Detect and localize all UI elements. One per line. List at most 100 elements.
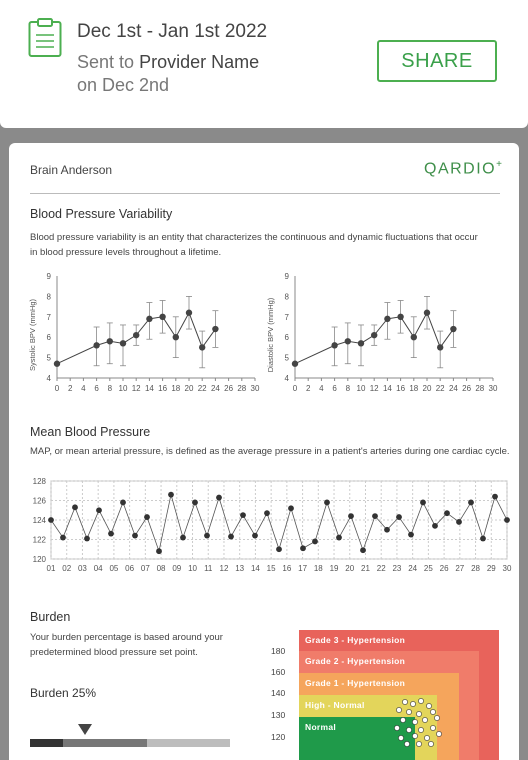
y-axis-label: Systolic BPV (mmHg) bbox=[28, 298, 37, 371]
data-point bbox=[437, 344, 444, 351]
x-tick-label: 03 bbox=[78, 564, 87, 573]
data-point bbox=[180, 534, 186, 541]
y-tick-label: 9 bbox=[47, 272, 52, 281]
data-point bbox=[324, 499, 330, 506]
x-tick-label: 26 bbox=[440, 564, 449, 573]
data-point bbox=[144, 514, 150, 520]
data-point bbox=[444, 510, 450, 517]
burden-desc-line1: Your burden percentage is based around y… bbox=[30, 632, 223, 643]
burden-zone: Normal bbox=[299, 717, 415, 760]
data-point bbox=[372, 513, 378, 519]
x-tick-label: 12 bbox=[220, 564, 229, 573]
x-tick-label: 26 bbox=[224, 384, 233, 393]
x-tick-label: 20 bbox=[423, 384, 432, 393]
x-tick-label: 18 bbox=[409, 384, 418, 393]
share-button[interactable]: SHARE bbox=[377, 40, 497, 82]
x-tick-label: 22 bbox=[198, 384, 207, 393]
burden-marker-icon bbox=[78, 724, 92, 735]
y-tick-label: 8 bbox=[285, 292, 290, 301]
x-tick-label: 28 bbox=[475, 384, 484, 393]
x-tick-label: 14 bbox=[251, 564, 260, 573]
data-point bbox=[48, 517, 54, 523]
x-tick-label: 26 bbox=[462, 384, 471, 393]
data-point bbox=[312, 538, 318, 545]
data-point bbox=[84, 535, 90, 542]
burden-dot bbox=[416, 741, 422, 747]
x-tick-label: 28 bbox=[237, 384, 246, 393]
data-point bbox=[192, 499, 198, 506]
sent-info: Sent to Provider Name on Dec 2nd bbox=[77, 51, 259, 97]
x-tick-label: 24 bbox=[211, 384, 220, 393]
y-axis-label: Diastolic BPV (mmHg) bbox=[266, 297, 275, 372]
y-tick-label: 8 bbox=[47, 292, 52, 301]
burden-dot bbox=[436, 731, 442, 737]
data-point bbox=[344, 338, 351, 345]
x-tick-label: 17 bbox=[298, 564, 307, 573]
y-tick-label: 120 bbox=[33, 555, 47, 564]
x-tick-label: 0 bbox=[293, 384, 298, 393]
burden-dot bbox=[430, 709, 436, 715]
clipboard-icon bbox=[28, 18, 62, 57]
data-point bbox=[300, 545, 306, 552]
logo-mark: + bbox=[496, 159, 504, 170]
x-tick-label: 8 bbox=[346, 384, 351, 393]
date-range: Dec 1st - Jan 1st 2022 bbox=[77, 21, 268, 42]
x-tick-label: 24 bbox=[408, 564, 417, 573]
burden-dot bbox=[430, 725, 436, 731]
qardio-logo: QARDIO+ bbox=[424, 159, 503, 178]
data-point bbox=[410, 334, 417, 341]
data-point bbox=[357, 340, 365, 347]
y-tick-label: 9 bbox=[285, 272, 290, 281]
x-tick-label: 24 bbox=[449, 384, 458, 393]
burden-y-tick: 140 bbox=[271, 688, 286, 698]
data-point bbox=[384, 526, 390, 533]
y-tick-label: 5 bbox=[285, 354, 290, 363]
burden-bar-dark bbox=[30, 739, 63, 747]
data-point bbox=[371, 331, 378, 339]
y-tick-label: 126 bbox=[33, 497, 47, 506]
provider-name: Provider Name bbox=[139, 52, 260, 72]
burden-bar bbox=[30, 739, 230, 747]
x-tick-label: 16 bbox=[282, 564, 291, 573]
x-tick-label: 18 bbox=[314, 564, 323, 573]
data-point bbox=[408, 531, 414, 538]
x-tick-label: 10 bbox=[357, 384, 366, 393]
data-point bbox=[106, 338, 114, 345]
x-tick-label: 30 bbox=[489, 384, 498, 393]
burden-scatter bbox=[394, 698, 442, 747]
data-point bbox=[93, 342, 100, 349]
burden-bar-mid bbox=[63, 739, 147, 747]
burden-dot bbox=[422, 717, 428, 723]
data-point bbox=[396, 514, 402, 520]
data-point bbox=[288, 505, 294, 512]
data-point bbox=[331, 342, 338, 349]
x-tick-label: 30 bbox=[251, 384, 260, 393]
y-tick-label: 4 bbox=[285, 374, 290, 383]
x-tick-label: 14 bbox=[145, 384, 154, 393]
burden-dot bbox=[398, 735, 404, 741]
map-title: Mean Blood Pressure bbox=[30, 425, 151, 439]
data-point bbox=[156, 548, 162, 555]
data-point bbox=[276, 546, 282, 553]
data-point bbox=[456, 519, 462, 525]
x-tick-label: 07 bbox=[141, 564, 150, 573]
x-tick-label: 04 bbox=[94, 564, 103, 573]
zone-label: High - Normal bbox=[305, 700, 365, 710]
y-tick-label: 124 bbox=[33, 516, 47, 525]
x-tick-label: 30 bbox=[503, 564, 512, 573]
patient-name: Brain Anderson bbox=[30, 163, 113, 177]
data-point bbox=[492, 493, 498, 500]
x-tick-label: 21 bbox=[361, 564, 370, 573]
x-tick-label: 02 bbox=[62, 564, 71, 573]
x-tick-label: 6 bbox=[332, 384, 337, 393]
x-tick-label: 0 bbox=[55, 384, 60, 393]
x-tick-label: 12 bbox=[132, 384, 141, 393]
data-point bbox=[96, 507, 102, 514]
x-tick-label: 22 bbox=[377, 564, 386, 573]
y-tick-label: 7 bbox=[47, 313, 52, 322]
x-tick-label: 22 bbox=[436, 384, 445, 393]
data-point bbox=[60, 534, 66, 541]
x-tick-label: 06 bbox=[125, 564, 134, 573]
data-point bbox=[204, 532, 210, 539]
